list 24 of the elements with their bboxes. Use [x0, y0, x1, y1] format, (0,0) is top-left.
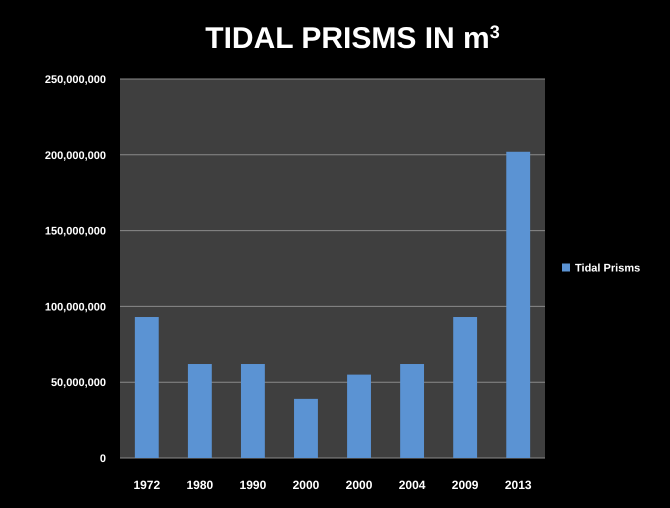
bar — [506, 152, 530, 458]
y-tick-label: 250,000,000 — [44, 74, 106, 86]
x-tick-label: 2000 — [346, 478, 373, 492]
y-tick-label: 0 — [100, 453, 106, 465]
bar — [240, 364, 265, 458]
x-tick-label: 2004 — [398, 478, 426, 492]
bar — [400, 364, 424, 458]
bar — [188, 364, 212, 458]
x-tick-label: 1990 — [240, 478, 267, 492]
y-tick-label: 150,000,000 — [44, 226, 106, 238]
bar — [347, 374, 371, 458]
y-tick-label: 50,000,000 — [50, 377, 106, 390]
x-tick-label: 2009 — [452, 478, 479, 492]
x-tick-label: 1972 — [133, 478, 160, 492]
bar — [453, 317, 478, 458]
y-tick-label: 200,000,000 — [44, 150, 106, 162]
bar — [134, 317, 159, 458]
bar — [294, 398, 318, 458]
x-tick-label: 1980 — [186, 478, 214, 492]
x-tick-label: 2000 — [292, 478, 320, 492]
x-tick-label: 2013 — [504, 478, 532, 492]
y-tick-label: 100,000,000 — [44, 301, 106, 314]
chart-title: TIDAL PRISMS IN m$^{3}$ — [205, 22, 500, 55]
legend-label: Tidal Prisms — [575, 262, 640, 274]
